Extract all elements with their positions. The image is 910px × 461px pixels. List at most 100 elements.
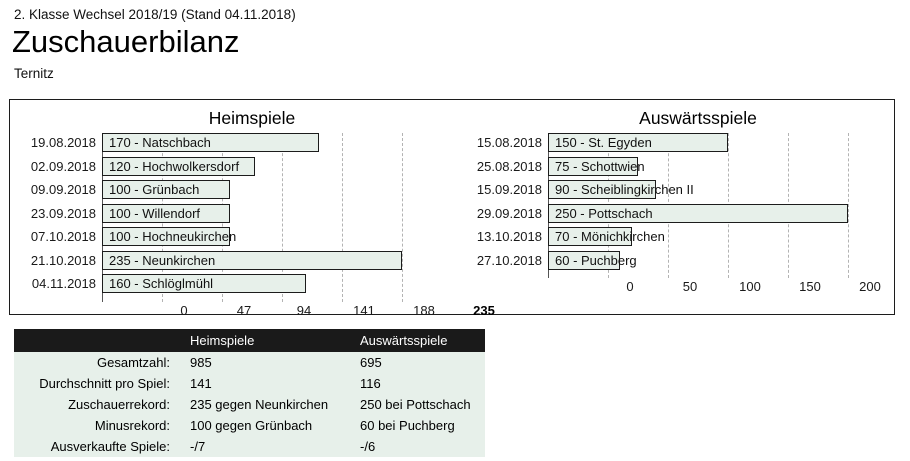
header-corner-cell (14, 329, 174, 352)
bar: 90 - Scheiblingkirchen II (548, 180, 694, 199)
chart-title-auswaertsspiele: Auswärtsspiele (639, 108, 757, 128)
page-title: Zuschauerbilanz (12, 24, 240, 59)
date-label: 21.10.2018 (30, 252, 96, 268)
chart-row: 29.09.2018 250 - Pottschach (477, 203, 856, 228)
home-value: -/7 (174, 436, 344, 457)
axis-tick-label: 235 (473, 302, 495, 318)
home-value: 235 gegen Neunkirchen (174, 394, 344, 415)
away-value: 250 bei Pottschach (344, 394, 485, 415)
x-axis: 050100150200250 (626, 279, 910, 295)
chart-row: 15.08.2018 150 - St. Egyden (477, 133, 856, 157)
bar-label: 100 - Grünbach (109, 182, 200, 197)
chart-row: 04.11.2018 160 - Schlöglmühl (32, 274, 410, 298)
bar-label: 235 - Neunkirchen (109, 252, 216, 268)
chart-row: 15.09.2018 90 - Scheiblingkirchen II (477, 180, 856, 204)
bar: 100 - Grünbach (102, 180, 230, 199)
date-label: 25.08.2018 (476, 158, 542, 174)
row-label: Zuschauerrekord: (14, 394, 174, 415)
bar-label: 100 - Willendorf (109, 205, 201, 221)
chart-title-heimspiele: Heimspiele (208, 108, 296, 128)
date-label: 27.10.2018 (476, 252, 542, 268)
bar-label: 150 - St. Egyden (555, 135, 652, 150)
away-value: 116 (344, 373, 485, 394)
chart-body: 19.08.2018 170 - Natschbach 02.09.2018 120 … (20, 133, 495, 319)
date-label: 09.09.2018 (30, 182, 96, 197)
axis-tick-label: 150 (799, 279, 821, 294)
bar-label: 75 - Schottwien (555, 158, 645, 174)
row-label: Ausverkaufte Spiele: (14, 436, 174, 457)
date-label: 15.09.2018 (476, 182, 542, 197)
axis-tick-label: 50 (682, 279, 698, 294)
row-label: Minusrekord: (14, 415, 174, 436)
table-row: Gesamtzahl: 985 695 (14, 352, 485, 373)
axis-tick-label: 100 (739, 279, 761, 294)
chart-row: 02.09.2018 120 - Hochwolkersdorf (31, 156, 410, 181)
axis-tick-label: 47 (236, 302, 252, 318)
summary-table-header-row: Heimspiele Auswärtsspiele (14, 329, 485, 352)
chart-row: 25.08.2018 75 - Schottwien (477, 156, 856, 181)
header-cell: Auswärtsspiele (344, 329, 485, 352)
axis-tick-label: 94 (296, 302, 312, 318)
gridline (282, 133, 283, 302)
chart-auswaertsspiele: Auswärtsspiele 15.08.2018 150 - St. Egyde… (466, 100, 881, 295)
chart-row: 21.10.2018 235 - Neunkirchen (31, 250, 410, 275)
home-value: 141 (174, 373, 344, 394)
chart-row: 07.10.2018 100 - Hochneukirchen (31, 227, 410, 251)
bar: 170 - Natschbach (102, 133, 320, 152)
date-label: 15.08.2018 (476, 135, 542, 150)
summary-table: Heimspiele Auswärtsspiele Gesamtzahl: 985 6… (14, 329, 485, 457)
bar: 70 - Mönichkirchen (548, 227, 665, 246)
team-name: Ternitz (14, 66, 54, 81)
charts-panel: Heimspiele 19.08.2018 170 - Natschbach 02.… (9, 99, 895, 318)
chart-row: 27.10.2018 60 - Puchberg (477, 250, 856, 275)
away-value: -/6 (344, 436, 485, 457)
date-label: 29.09.2018 (476, 205, 542, 221)
x-axis: 0 47 94 141 188 235 (180, 302, 494, 319)
bar-label: 100 - Hochneukirchen (109, 229, 237, 244)
away-value: 695 (344, 352, 485, 373)
table-row: Ausverkaufte Spiele: -/7 -/6 (14, 436, 485, 457)
bar-label: 160 - Schlöglmühl (109, 276, 214, 291)
chart-row: 13.10.2018 70 - Mönichkirchen (477, 227, 856, 251)
date-label: 07.10.2018 (30, 229, 96, 244)
date-label: 19.08.2018 (30, 135, 96, 150)
axis-tick-label: 0 (626, 279, 634, 294)
league-meta-line: 2. Klasse Wechsel 2018/19 (Stand 04.11.2… (14, 7, 296, 22)
axis-tick-label: 200 (859, 279, 881, 294)
bar: 60 - Puchberg (548, 250, 637, 270)
chart-heimspiele: Heimspiele 19.08.2018 170 - Natschbach 02.… (20, 100, 495, 319)
bar-label: 170 - Natschbach (109, 135, 211, 150)
bar-label: 90 - Scheiblingkirchen II (555, 182, 694, 197)
bar: 100 - Hochneukirchen (102, 227, 236, 246)
chart-body: 15.08.2018 150 - St. Egyden 25.08.2018 75 -… (466, 133, 881, 295)
row-label: Durchschnitt pro Spiel: (14, 373, 174, 394)
bar-label: 250 - Pottschach (555, 205, 653, 221)
bar: 150 - St. Egyden (548, 133, 728, 152)
axis-tick-label: 188 (413, 302, 435, 318)
date-label: 04.11.2018 (31, 276, 96, 291)
gridline (342, 133, 343, 302)
date-label: 23.09.2018 (30, 205, 96, 221)
bar: 120 - Hochwolkersdorf (102, 156, 256, 176)
chart-row: 09.09.2018 100 - Grünbach (31, 180, 410, 204)
row-label: Gesamtzahl: (14, 352, 174, 373)
date-label: 02.09.2018 (30, 158, 96, 174)
chart-row: 19.08.2018 170 - Natschbach (31, 133, 410, 157)
gridline (848, 133, 849, 278)
header-cell: Heimspiele (174, 329, 344, 352)
date-label: 13.10.2018 (476, 229, 542, 244)
table-row: Minusrekord: 100 gegen Grünbach 60 bei Puc… (14, 415, 485, 436)
chart-row: 23.09.2018 100 - Willendorf (31, 203, 410, 228)
axis-tick-label: 141 (353, 302, 375, 318)
bar-label: 70 - Mönichkirchen (555, 229, 665, 244)
bar: 235 - Neunkirchen (102, 250, 402, 270)
table-row: Zuschauerrekord: 235 gegen Neunkirchen 250… (14, 394, 485, 415)
bar-label: 120 - Hochwolkersdorf (109, 158, 240, 174)
bar: 160 - Schlöglmühl (102, 274, 307, 293)
bar: 100 - Willendorf (102, 203, 230, 223)
table-row: Durchschnitt pro Spiel: 141 116 (14, 373, 485, 394)
home-value: 985 (174, 352, 344, 373)
bar-label: 60 - Puchberg (555, 252, 637, 268)
away-value: 60 bei Puchberg (344, 415, 485, 436)
home-value: 100 gegen Grünbach (174, 415, 344, 436)
